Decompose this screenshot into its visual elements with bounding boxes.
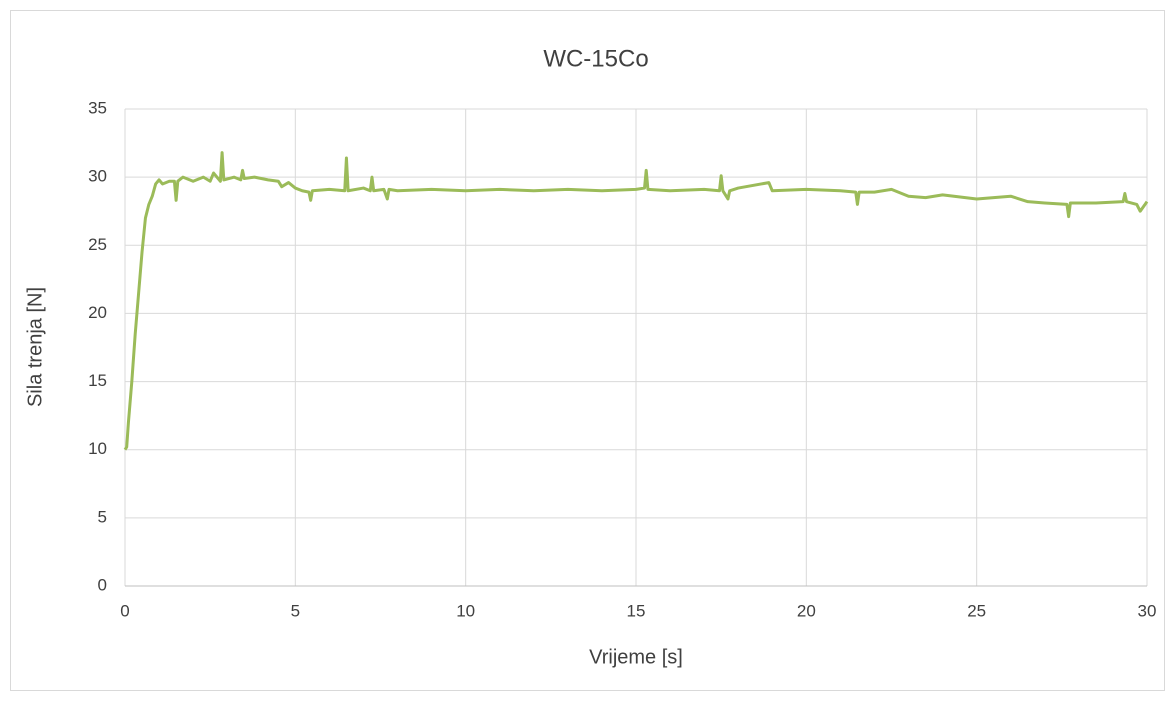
x-tick-label: 20 [797,601,816,620]
y-tick-label: 35 [88,98,107,117]
x-tick-label: 30 [1138,601,1157,620]
y-tick-label: 30 [88,167,107,186]
y-tick-label: 10 [88,439,107,458]
x-tick-label: 15 [627,601,646,620]
y-tick-label: 25 [88,235,107,254]
x-tick-label: 0 [120,601,129,620]
chart-title: WC-15Co [543,45,648,72]
chart-frame [10,10,1165,691]
x-axis-label: Vrijeme [s] [589,646,683,668]
y-tick-label: 5 [98,507,107,526]
x-tick-label: 10 [456,601,475,620]
data-line [123,151,1149,451]
y-tick-label: 0 [98,575,107,594]
x-tick-label: 5 [291,601,300,620]
x-tick-label: 25 [967,601,986,620]
y-tick-label: 15 [88,371,107,390]
y-axis-label: Sila trenja [N] [24,287,46,407]
y-tick-label: 20 [88,303,107,322]
